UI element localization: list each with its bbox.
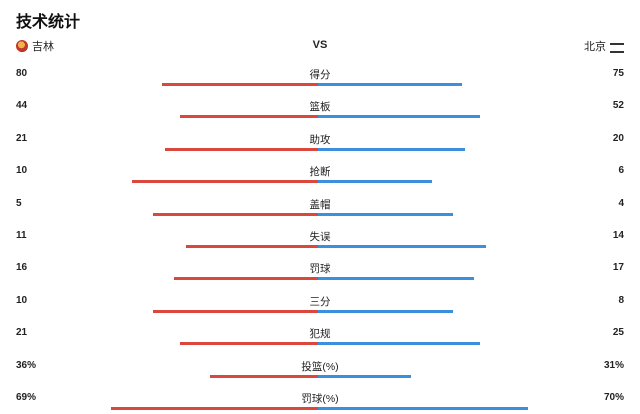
- away-stat-value: 70%: [603, 391, 624, 403]
- away-team-logo-icon: [610, 41, 624, 53]
- away-stat-value: 6: [618, 165, 624, 177]
- home-stat-bar: [174, 277, 318, 281]
- away-stat-value: 8: [618, 294, 624, 306]
- away-stat-value: 75: [612, 68, 624, 79]
- home-stat-value: 16: [16, 262, 28, 274]
- away-stat-value: 25: [612, 327, 624, 339]
- home-stat-value: 10: [16, 294, 28, 306]
- away-stat-bar: [318, 309, 453, 313]
- stat-label: 罚球: [309, 263, 331, 276]
- away-stat-bar: [318, 277, 474, 281]
- away-stat-value: 4: [618, 197, 624, 209]
- away-stat-bar: [318, 115, 480, 119]
- stat-label: 失误: [309, 230, 331, 243]
- away-stat-value: 14: [612, 229, 624, 241]
- home-stat-value: 36%: [16, 359, 37, 371]
- home-stat-bar: [111, 406, 318, 410]
- stat-row: 80 得分 75: [0, 58, 640, 90]
- away-stat-bar: [318, 83, 462, 86]
- home-stat-bar: [132, 180, 318, 184]
- away-stat-bar: [318, 406, 528, 410]
- home-team-logo-icon: [16, 40, 28, 52]
- home-team-name: 吉林: [32, 41, 54, 53]
- stat-row: 36% 投篮(%) 31%: [0, 350, 640, 382]
- stat-row: 16 罚球 17: [0, 252, 640, 284]
- away-stat-value: 31%: [603, 359, 624, 371]
- stat-row: 21 助攻 20: [0, 123, 640, 155]
- home-stat-value: 11: [16, 229, 27, 241]
- away-team-name: 北京: [584, 41, 606, 53]
- stat-row: 21 犯规 25: [0, 317, 640, 349]
- home-team[interactable]: 吉林: [16, 38, 54, 54]
- stat-row: 11 失误 14: [0, 220, 640, 252]
- vs-label: VS: [312, 39, 328, 51]
- home-stat-bar: [153, 309, 318, 313]
- home-stat-bar: [180, 342, 318, 346]
- home-stat-value: 69%: [16, 391, 37, 403]
- stat-label: 盖帽: [309, 198, 331, 211]
- away-stat-bar: [318, 342, 480, 346]
- stat-label: 助攻: [309, 133, 331, 146]
- away-team[interactable]: 北京: [584, 38, 624, 54]
- away-stat-bar: [318, 244, 486, 248]
- page-title: 技术统计: [16, 14, 81, 31]
- stat-label: 篮板: [309, 101, 331, 114]
- teams-header: 吉林 VS 北京: [0, 38, 640, 56]
- home-stat-bar: [153, 212, 318, 216]
- stat-row: 10 抢断 6: [0, 155, 640, 187]
- stat-row: 69% 罚球(%) 70%: [0, 382, 640, 414]
- home-stat-bar: [165, 147, 318, 151]
- home-stat-value: 80: [16, 68, 28, 79]
- away-stat-value: 17: [612, 262, 624, 274]
- stats-list: 80 得分 75 44 篮板 52 21 助攻 20 10 抢断 6 5 盖帽 4 11 失误 14 16 罚球 17 1…: [0, 58, 640, 414]
- home-stat-value: 10: [16, 165, 28, 177]
- stat-label: 投篮(%): [301, 360, 339, 373]
- away-stat-value: 52: [612, 100, 624, 112]
- away-stat-bar: [318, 147, 465, 151]
- stat-label: 三分: [309, 295, 331, 308]
- home-stat-value: 21: [16, 132, 28, 144]
- stat-row: 10 三分 8: [0, 285, 640, 317]
- stat-row: 44 篮板 52: [0, 90, 640, 122]
- home-stat-value: 5: [16, 197, 22, 209]
- stat-label: 抢断: [309, 166, 331, 179]
- home-stat-bar: [180, 115, 318, 119]
- away-stat-bar: [318, 212, 453, 216]
- away-stat-bar: [318, 374, 411, 378]
- stat-row: 5 盖帽 4: [0, 188, 640, 220]
- stat-label: 罚球(%): [301, 392, 339, 405]
- home-stat-bar: [186, 244, 318, 248]
- away-stat-value: 20: [612, 132, 624, 144]
- home-stat-value: 21: [16, 327, 28, 339]
- home-stat-bar: [162, 83, 318, 86]
- home-stat-bar: [210, 374, 318, 378]
- stat-label: 得分: [309, 69, 331, 81]
- home-stat-value: 44: [16, 100, 28, 112]
- stat-label: 犯规: [309, 328, 331, 341]
- away-stat-bar: [318, 180, 432, 184]
